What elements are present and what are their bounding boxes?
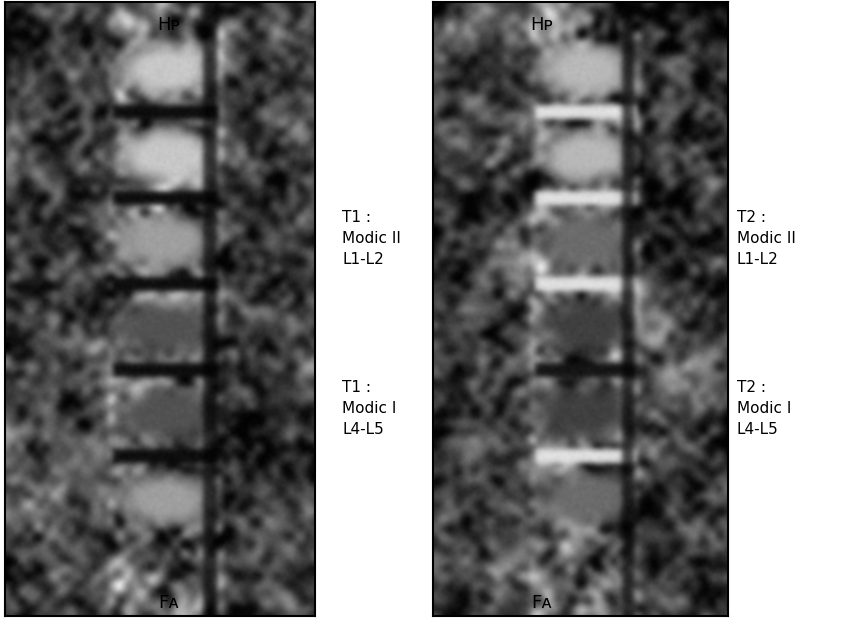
Text: Hᴘ: Hᴘ (158, 16, 180, 34)
Text: Hᴘ: Hᴘ (531, 16, 553, 34)
Text: T1 :
Modic II
L1-L2: T1 : Modic II L1-L2 (342, 210, 401, 267)
Text: T2 :
Modic II
L1-L2: T2 : Modic II L1-L2 (737, 210, 796, 267)
Text: Fᴀ: Fᴀ (531, 594, 552, 612)
Text: T1 :
Modic I
L4-L5: T1 : Modic I L4-L5 (342, 380, 397, 436)
Text: T2 :
Modic I
L4-L5: T2 : Modic I L4-L5 (737, 380, 792, 436)
Text: Fᴀ: Fᴀ (159, 594, 179, 612)
